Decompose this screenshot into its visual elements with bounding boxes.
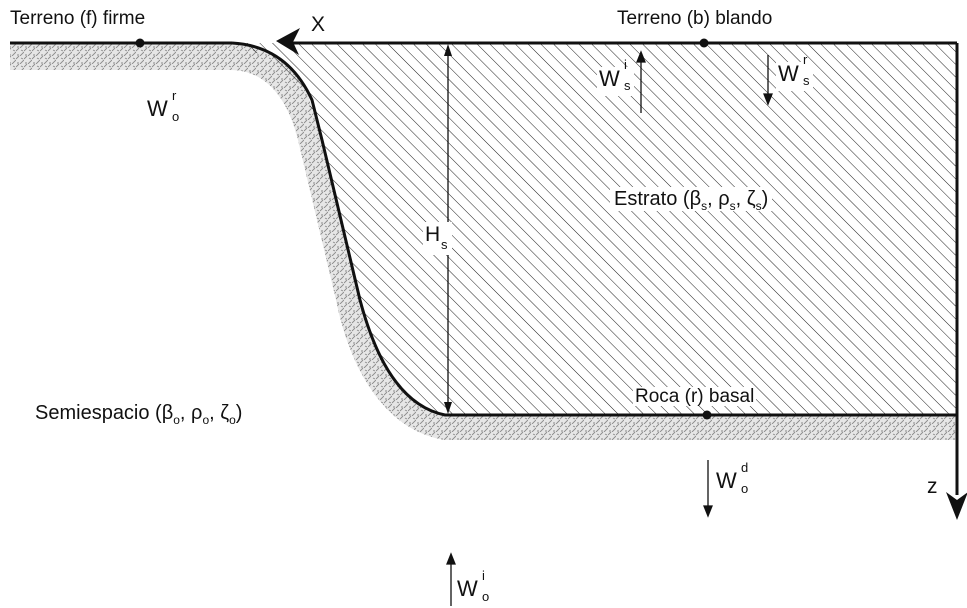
wo-d-arrowhead — [703, 505, 713, 518]
firm-ground-label: Terreno (f) firme — [10, 8, 146, 29]
firm-ground-point — [135, 38, 145, 48]
bedrock-label: Roca (r) basal — [633, 386, 757, 407]
halfspace-label: Semiespacio (βo, ρo, ζo) — [35, 402, 243, 427]
x-axis-arrow — [276, 28, 300, 55]
z-axis-label: z — [927, 475, 938, 498]
z-axis-arrow — [946, 492, 967, 520]
stratum-interface-curve — [231, 41, 957, 417]
ws-i-arrowhead — [636, 50, 646, 63]
ws-r-arrowhead — [763, 93, 773, 106]
bedrock-point — [702, 410, 712, 420]
soft-ground-point — [699, 38, 709, 48]
thickness-arrow-top — [444, 44, 452, 56]
stratum-hatch — [232, 43, 957, 415]
x-axis-label: X — [311, 13, 326, 36]
stratum-label: Estrato (βs, ρs, ζs) — [610, 187, 773, 212]
thickness-arrow-bottom — [444, 402, 452, 414]
soft-ground-label: Terreno (b) blando — [617, 8, 773, 29]
wo-i-arrowhead — [446, 552, 456, 565]
